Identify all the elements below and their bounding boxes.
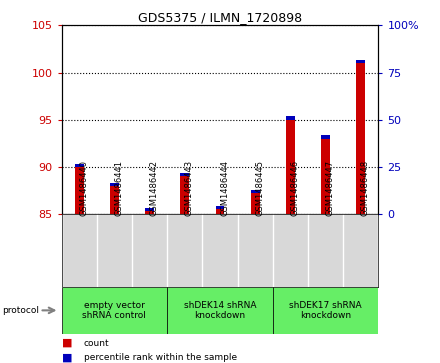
- Text: empty vector
shRNA control: empty vector shRNA control: [82, 301, 147, 320]
- Text: ■: ■: [62, 352, 72, 363]
- Text: GSM1486445: GSM1486445: [255, 160, 264, 216]
- Text: ■: ■: [62, 338, 72, 348]
- Text: GSM1486444: GSM1486444: [220, 160, 229, 216]
- Bar: [273, 287, 378, 334]
- Text: GSM1486443: GSM1486443: [185, 160, 194, 216]
- Bar: [216, 206, 224, 209]
- Bar: [356, 60, 365, 63]
- Text: shDEK17 shRNA
knockdown: shDEK17 shRNA knockdown: [289, 301, 362, 320]
- Bar: [321, 135, 330, 139]
- Bar: [145, 211, 154, 214]
- Bar: [110, 183, 119, 186]
- Bar: [62, 287, 167, 334]
- Text: GSM1486440: GSM1486440: [79, 160, 88, 216]
- Bar: [180, 176, 189, 214]
- Bar: [321, 139, 330, 214]
- Text: protocol: protocol: [2, 306, 39, 315]
- Bar: [251, 190, 260, 193]
- Text: count: count: [84, 339, 109, 347]
- Text: GSM1486447: GSM1486447: [326, 160, 334, 216]
- Bar: [145, 208, 154, 211]
- Text: GSM1486448: GSM1486448: [361, 160, 370, 216]
- Bar: [251, 193, 260, 214]
- Bar: [286, 120, 295, 214]
- Bar: [75, 164, 84, 167]
- Text: GSM1486446: GSM1486446: [290, 160, 299, 216]
- Bar: [216, 209, 224, 214]
- Text: percentile rank within the sample: percentile rank within the sample: [84, 353, 237, 362]
- Text: GSM1486441: GSM1486441: [114, 160, 123, 216]
- Bar: [75, 167, 84, 214]
- Text: shDEK14 shRNA
knockdown: shDEK14 shRNA knockdown: [184, 301, 256, 320]
- Text: GSM1486442: GSM1486442: [150, 160, 158, 216]
- Title: GDS5375 / ILMN_1720898: GDS5375 / ILMN_1720898: [138, 11, 302, 24]
- Bar: [180, 173, 189, 176]
- Bar: [286, 117, 295, 120]
- Bar: [167, 287, 273, 334]
- Bar: [356, 63, 365, 214]
- Bar: [110, 186, 119, 214]
